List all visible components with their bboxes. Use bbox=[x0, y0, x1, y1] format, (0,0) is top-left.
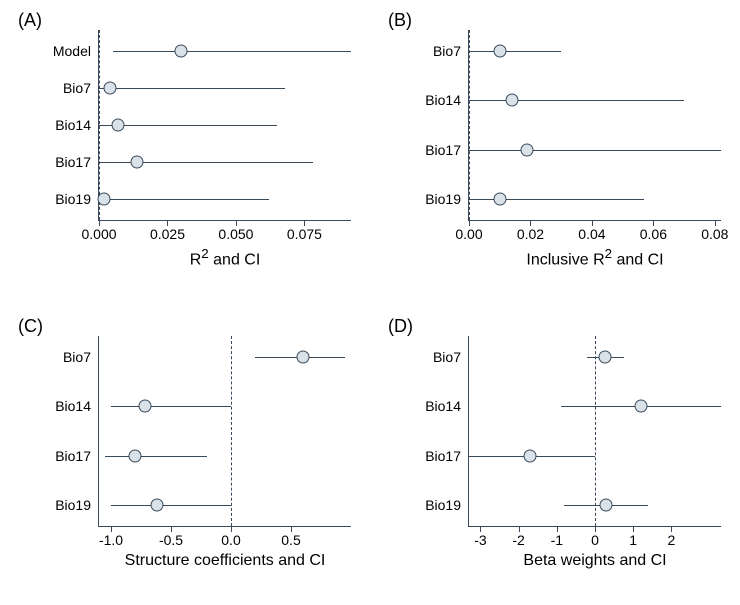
y-tick-label: Bio19 bbox=[55, 191, 91, 207]
point-marker bbox=[175, 44, 188, 57]
plot-c: -1.0-0.50.00.5Structure coefficients and… bbox=[98, 336, 351, 527]
x-tick-label: -1.0 bbox=[99, 532, 123, 548]
panel-label-c: (C) bbox=[18, 316, 43, 337]
point-marker bbox=[598, 350, 611, 363]
x-tick-label: 2 bbox=[667, 532, 675, 548]
x-tick-label: 0.02 bbox=[517, 226, 544, 242]
x-tick-label: 0.025 bbox=[150, 226, 185, 242]
ci-line bbox=[99, 125, 277, 126]
panel-label-d: (D) bbox=[388, 316, 413, 337]
x-axis-label: Beta weights and CI bbox=[523, 552, 666, 570]
point-marker bbox=[103, 81, 116, 94]
y-tick-label: Bio14 bbox=[425, 92, 461, 108]
y-tick-label: Bio17 bbox=[55, 154, 91, 170]
x-tick-label: 0.0 bbox=[221, 532, 240, 548]
x-tick-label: 1 bbox=[629, 532, 637, 548]
x-tick-label: 0.075 bbox=[287, 226, 322, 242]
y-tick-label: Bio14 bbox=[55, 398, 91, 414]
y-tick-label: Bio14 bbox=[425, 398, 461, 414]
ci-line bbox=[469, 100, 684, 101]
ci-line bbox=[99, 88, 285, 89]
x-tick-label: -3 bbox=[474, 532, 486, 548]
panel-label-b: (B) bbox=[388, 10, 412, 31]
point-marker bbox=[521, 143, 534, 156]
point-marker bbox=[600, 499, 613, 512]
y-tick-label: Bio14 bbox=[55, 117, 91, 133]
point-marker bbox=[493, 44, 506, 57]
x-axis-label: Structure coefficients and CI bbox=[125, 552, 326, 570]
x-tick-label: 0.04 bbox=[578, 226, 605, 242]
y-tick-label: Bio7 bbox=[63, 80, 91, 96]
x-axis-label: Inclusive R2 and CI bbox=[526, 246, 663, 269]
y-tick-label: Bio19 bbox=[425, 497, 461, 513]
ci-line bbox=[99, 199, 269, 200]
x-axis-label: R2 and CI bbox=[190, 246, 261, 269]
point-marker bbox=[138, 400, 151, 413]
point-marker bbox=[150, 499, 163, 512]
plot-d: -3-2-1012Beta weights and CIBio7Bio14Bio… bbox=[468, 336, 721, 527]
x-tick-label: -0.5 bbox=[159, 532, 183, 548]
y-tick-label: Bio19 bbox=[425, 191, 461, 207]
x-tick-label: 0.050 bbox=[218, 226, 253, 242]
point-marker bbox=[112, 119, 125, 132]
point-marker bbox=[129, 449, 142, 462]
point-marker bbox=[634, 400, 647, 413]
plot-a: 0.0000.0250.0500.075R2 and CIModelBio7Bi… bbox=[98, 30, 351, 221]
ci-line bbox=[111, 505, 231, 506]
x-tick-label: 0.06 bbox=[640, 226, 667, 242]
y-tick-label: Bio17 bbox=[55, 448, 91, 464]
y-tick-label: Bio17 bbox=[425, 142, 461, 158]
ci-line bbox=[469, 150, 721, 151]
ci-line bbox=[111, 406, 231, 407]
point-marker bbox=[493, 193, 506, 206]
plot-b: 0.000.020.040.060.08Inclusive R2 and CIB… bbox=[468, 30, 721, 221]
figure: (A)0.0000.0250.0500.075R2 and CIModelBio… bbox=[0, 0, 740, 605]
y-tick-label: Bio7 bbox=[433, 349, 461, 365]
x-tick-label: 0.000 bbox=[81, 226, 116, 242]
x-tick-label: 0.5 bbox=[281, 532, 300, 548]
y-tick-label: Bio17 bbox=[425, 448, 461, 464]
ref-line bbox=[469, 30, 470, 220]
point-marker bbox=[98, 193, 111, 206]
ci-line bbox=[105, 456, 207, 457]
y-tick-label: Model bbox=[53, 43, 91, 59]
point-marker bbox=[506, 94, 519, 107]
ci-line bbox=[469, 51, 561, 52]
x-tick-label: 0.00 bbox=[455, 226, 482, 242]
y-tick-label: Bio19 bbox=[55, 497, 91, 513]
point-marker bbox=[524, 449, 537, 462]
point-marker bbox=[131, 156, 144, 169]
ref-line bbox=[595, 336, 596, 526]
x-tick-label: -1 bbox=[551, 532, 563, 548]
y-tick-label: Bio7 bbox=[63, 349, 91, 365]
ci-line bbox=[113, 51, 351, 52]
x-tick-label: 0 bbox=[591, 532, 599, 548]
y-tick-label: Bio7 bbox=[433, 43, 461, 59]
panel-label-a: (A) bbox=[18, 10, 42, 31]
ref-line bbox=[231, 336, 232, 526]
x-tick-label: 0.08 bbox=[701, 226, 728, 242]
point-marker bbox=[297, 350, 310, 363]
x-tick-label: -2 bbox=[512, 532, 524, 548]
